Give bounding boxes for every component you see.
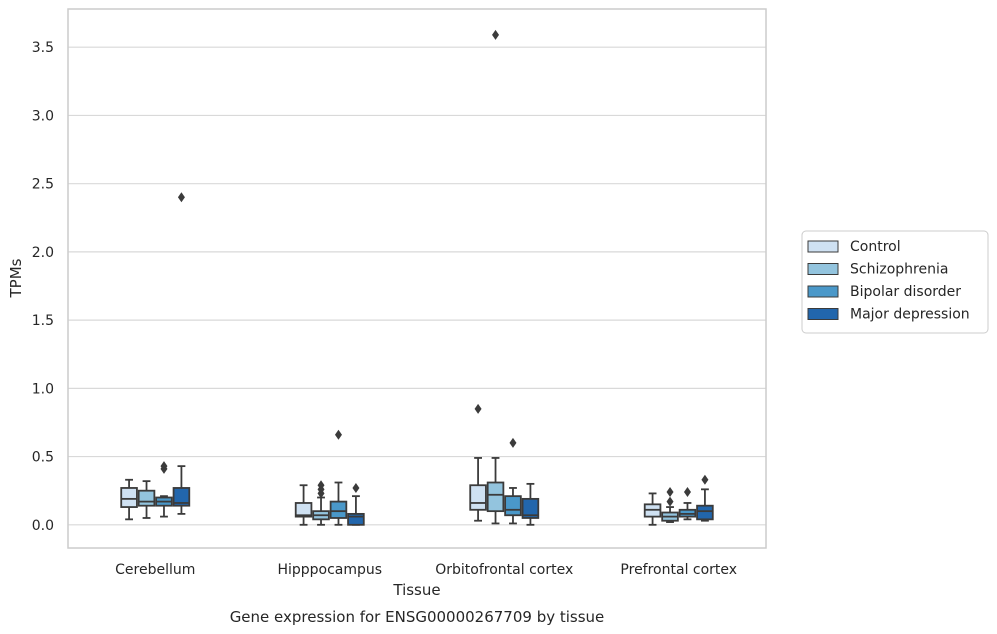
- x-tick-label: Orbitofrontal cortex: [435, 562, 573, 578]
- x-tick-label: Prefrontal cortex: [620, 562, 737, 578]
- box: [521, 497, 540, 519]
- x-tick-label: Cerebellum: [115, 562, 195, 578]
- legend-swatch: [807, 240, 839, 253]
- x-axis-title: Tissue: [392, 581, 440, 599]
- outlier-point: [666, 487, 674, 498]
- box-plots: [120, 29, 714, 526]
- outlier-point: [474, 403, 482, 414]
- box: [294, 502, 313, 518]
- y-tick-label: 1.5: [32, 313, 54, 329]
- outlier-point: [683, 487, 691, 498]
- box: [120, 487, 138, 508]
- y-tick-label: 3.0: [32, 108, 54, 124]
- outlier-point: [177, 192, 185, 203]
- y-tick-label: 0.0: [32, 518, 54, 534]
- box: [504, 495, 522, 517]
- legend-label: Control: [850, 239, 901, 255]
- box: [329, 500, 348, 519]
- outlier-point: [509, 437, 517, 448]
- legend-frame: [801, 230, 989, 334]
- outlier-point: [334, 429, 342, 440]
- legend-swatch: [807, 308, 839, 320]
- outlier-point: [160, 461, 168, 472]
- legend-label: Major depression: [850, 307, 970, 323]
- outlier-point: [666, 496, 674, 507]
- y-tick-label: 2.5: [32, 177, 54, 193]
- y-axis-title: TPMs: [7, 258, 25, 298]
- x-tick-label: Hipppocampus: [277, 562, 382, 578]
- outlier-point: [352, 482, 360, 493]
- plot-area-frame: [67, 8, 767, 549]
- chart-caption: Gene expression for ENSG00000267709 by t…: [230, 608, 605, 626]
- outlier-point: [317, 480, 325, 491]
- y-tick-label: 1.0: [32, 381, 54, 397]
- box: [486, 481, 505, 513]
- outlier-point: [701, 474, 709, 485]
- y-tick-label: 3.5: [32, 40, 54, 56]
- outlier-point: [492, 29, 500, 40]
- legend-label: Bipolar disorder: [850, 284, 961, 300]
- y-tick-label: 0.5: [32, 450, 54, 466]
- gridlines: [68, 46, 766, 526]
- y-tick-label: 2.0: [32, 245, 54, 261]
- box: [137, 489, 156, 507]
- legend: Control Schizophrenia Bipolar disorder Majo…: [801, 230, 989, 334]
- x-axis-ticks: Cerebellum Hipppocampus Orbitofrontal cort…: [115, 562, 737, 578]
- legend-label: Schizophrenia: [850, 262, 948, 278]
- box: [347, 512, 365, 526]
- box: [696, 504, 714, 521]
- box: [469, 484, 487, 511]
- legend-swatch: [807, 285, 839, 298]
- legend-swatch: [807, 263, 839, 275]
- box: [172, 487, 191, 507]
- y-axis-ticks: 0.0 0.5 1.0 1.5 2.0 2.5 3.0 3.5: [32, 40, 54, 534]
